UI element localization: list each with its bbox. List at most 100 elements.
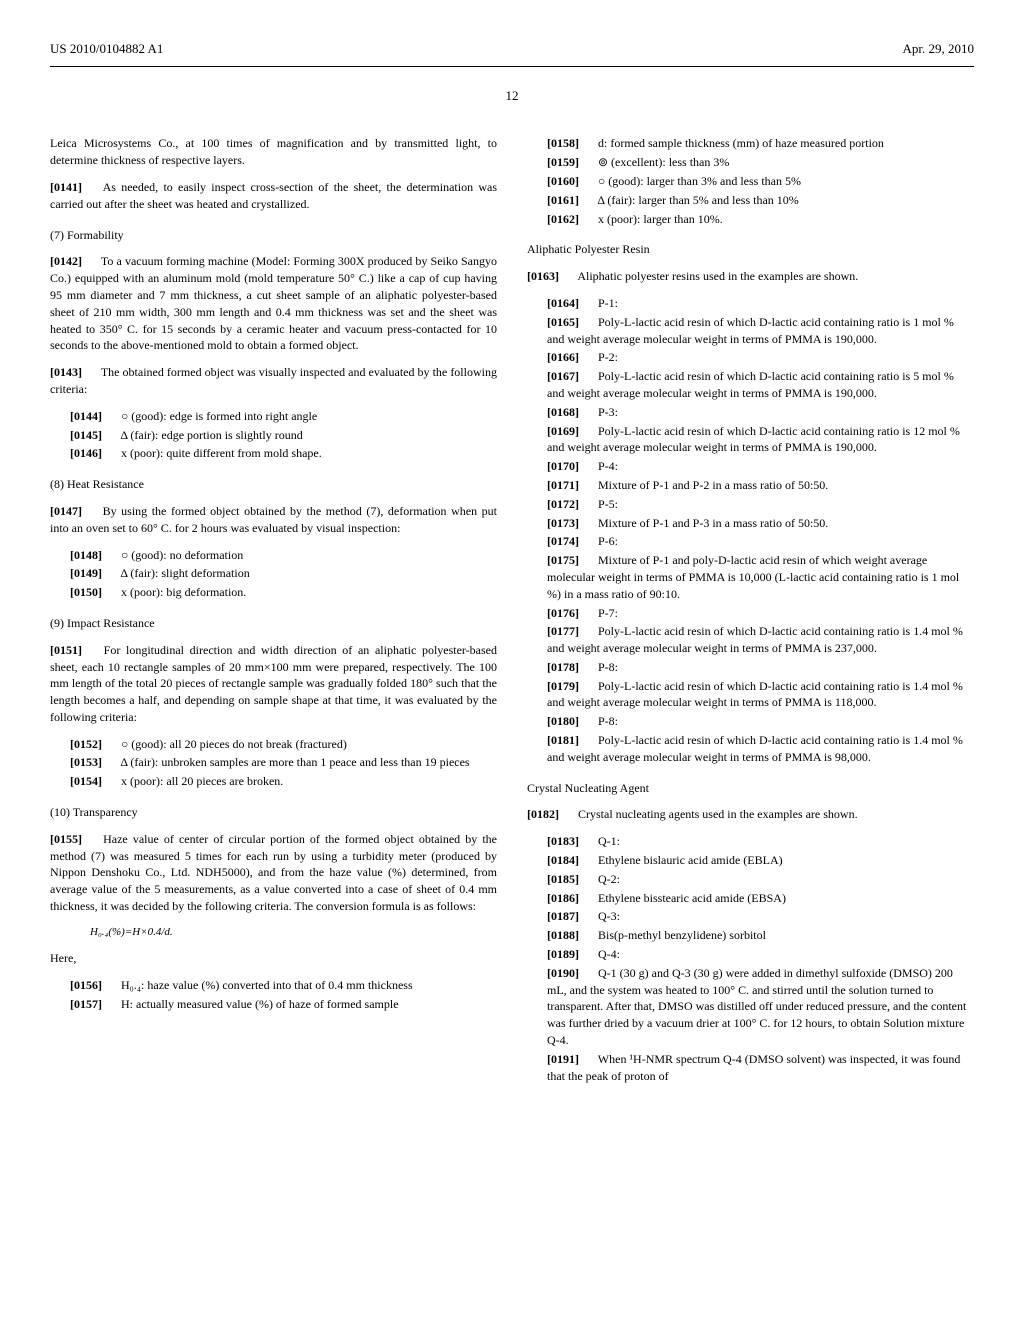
item-0187: [0187] Q-3: <box>527 908 974 925</box>
item-text: P-6: <box>598 534 618 548</box>
para-text: To a vacuum forming machine (Model: Form… <box>50 254 497 352</box>
para-num: [0169] <box>547 423 595 440</box>
para-num: [0181] <box>547 732 595 749</box>
item-text: Mixture of P-1 and poly-D-lactic acid re… <box>547 553 959 601</box>
para-num: [0177] <box>547 623 595 640</box>
body-text: Leica Microsystems Co., at 100 times of … <box>50 135 497 169</box>
para-num: [0163] <box>527 268 575 285</box>
para-num: [0145] <box>70 427 118 444</box>
criteria-0150: [0150] x (poor): big deformation. <box>50 584 497 601</box>
para-text: The obtained formed object was visually … <box>50 365 497 396</box>
item-text: P-8: <box>598 714 618 728</box>
para-num: [0171] <box>547 477 595 494</box>
para-text: By using the formed object obtained by t… <box>50 504 497 535</box>
item-0189: [0189] Q-4: <box>527 946 974 963</box>
criteria-text: x (poor): quite different from mold shap… <box>121 446 322 460</box>
para-num: [0155] <box>50 831 98 848</box>
item-text: P-2: <box>598 350 618 364</box>
item-text: Poly-L-lactic acid resin of which D-lact… <box>547 369 954 400</box>
section-heading-8: (8) Heat Resistance <box>50 476 497 493</box>
item-text: P-3: <box>598 405 618 419</box>
criteria-0148: [0148] ○ (good): no deformation <box>50 547 497 564</box>
para-num: [0141] <box>50 179 98 196</box>
para-num: [0161] <box>547 192 595 209</box>
page-number: 12 <box>50 87 974 105</box>
criteria-0149: [0149] Δ (fair): slight deformation <box>50 565 497 582</box>
item-text: Q-3: <box>598 909 620 923</box>
right-column: [0158] d: formed sample thickness (mm) o… <box>527 135 974 1086</box>
para-text: Aliphatic polyester resins used in the e… <box>577 269 858 283</box>
publication-date: Apr. 29, 2010 <box>903 40 975 58</box>
criteria-text: Δ (fair): larger than 5% and less than 1… <box>597 193 798 207</box>
para-num: [0165] <box>547 314 595 331</box>
item-text: P-4: <box>598 459 618 473</box>
para-num: [0162] <box>547 211 595 228</box>
item-0171: [0171] Mixture of P-1 and P-2 in a mass … <box>527 477 974 494</box>
item-text: Poly-L-lactic acid resin of which D-lact… <box>547 679 963 710</box>
para-num: [0154] <box>70 773 118 790</box>
criteria-text: Δ (fair): edge portion is slightly round <box>120 428 302 442</box>
para-num: [0164] <box>547 295 595 312</box>
para-num: [0142] <box>50 253 98 270</box>
page-header: US 2010/0104882 A1 Apr. 29, 2010 <box>50 40 974 58</box>
two-column-layout: Leica Microsystems Co., at 100 times of … <box>50 135 974 1086</box>
para-num: [0180] <box>547 713 595 730</box>
section-heading-10: (10) Transparency <box>50 804 497 821</box>
paragraph-0151: [0151] For longitudinal direction and wi… <box>50 642 497 726</box>
item-0172: [0172] P-5: <box>527 496 974 513</box>
criteria-text: x (poor): all 20 pieces are broken. <box>121 774 283 788</box>
criteria-0159: [0159] ⊚ (excellent): less than 3% <box>527 154 974 171</box>
item-0183: [0183] Q-1: <box>527 833 974 850</box>
item-text: Poly-L-lactic acid resin of which D-lact… <box>547 315 954 346</box>
paragraph-0142: [0142] To a vacuum forming machine (Mode… <box>50 253 497 354</box>
para-num: [0167] <box>547 368 595 385</box>
para-num: [0147] <box>50 503 98 520</box>
item-text: P-1: <box>598 296 618 310</box>
para-num: [0182] <box>527 806 575 823</box>
item-0190: [0190] Q-1 (30 g) and Q-3 (30 g) were ad… <box>527 965 974 1049</box>
criteria-0152: [0152] ○ (good): all 20 pieces do not br… <box>50 736 497 753</box>
publication-number: US 2010/0104882 A1 <box>50 40 163 58</box>
item-0177: [0177] Poly-L-lactic acid resin of which… <box>527 623 974 657</box>
para-num: [0183] <box>547 833 595 850</box>
para-num: [0190] <box>547 965 595 982</box>
item-0165: [0165] Poly-L-lactic acid resin of which… <box>527 314 974 348</box>
item-0178: [0178] P-8: <box>527 659 974 676</box>
item-text: Q-2: <box>598 872 620 886</box>
item-0170: [0170] P-4: <box>527 458 974 475</box>
item-text: Ethylene bislauric acid amide (EBLA) <box>598 853 783 867</box>
para-num: [0152] <box>70 736 118 753</box>
criteria-text: x (poor): larger than 10%. <box>598 212 723 226</box>
para-num: [0178] <box>547 659 595 676</box>
criteria-text: ○ (good): larger than 3% and less than 5… <box>598 174 801 188</box>
para-num: [0149] <box>70 565 118 582</box>
item-text: P-5: <box>598 497 618 511</box>
paragraph-0143: [0143] The obtained formed object was vi… <box>50 364 497 398</box>
item-text: Ethylene bisstearic acid amide (EBSA) <box>598 891 786 905</box>
item-0176: [0176] P-7: <box>527 605 974 622</box>
item-text: Mixture of P-1 and P-2 in a mass ratio o… <box>598 478 828 492</box>
criteria-0160: [0160] ○ (good): larger than 3% and less… <box>527 173 974 190</box>
section-heading-cna: Crystal Nucleating Agent <box>527 780 974 797</box>
item-0188: [0188] Bis(p-methyl benzylidene) sorbito… <box>527 927 974 944</box>
item-text: Mixture of P-1 and P-3 in a mass ratio o… <box>598 516 828 530</box>
item-text: Poly-L-lactic acid resin of which D-lact… <box>547 624 963 655</box>
item-0169: [0169] Poly-L-lactic acid resin of which… <box>527 423 974 457</box>
item-0191: [0191] When ¹H-NMR spectrum Q-4 (DMSO so… <box>527 1051 974 1085</box>
para-num: [0170] <box>547 458 595 475</box>
item-text: Q-1: <box>598 834 620 848</box>
para-num: [0156] <box>70 977 118 994</box>
criteria-0154: [0154] x (poor): all 20 pieces are broke… <box>50 773 497 790</box>
conversion-formula: H₀.₄(%)=H×0.4/d. <box>50 925 497 940</box>
para-num: [0186] <box>547 890 595 907</box>
item-text: When ¹H-NMR spectrum Q-4 (DMSO solvent) … <box>547 1052 960 1083</box>
item-0167: [0167] Poly-L-lactic acid resin of which… <box>527 368 974 402</box>
item-text: Poly-L-lactic acid resin of which D-lact… <box>547 424 960 455</box>
para-num: [0189] <box>547 946 595 963</box>
item-0164: [0164] P-1: <box>527 295 974 312</box>
section-heading-apr: Aliphatic Polyester Resin <box>527 241 974 258</box>
paragraph-0155: [0155] Haze value of center of circular … <box>50 831 497 915</box>
para-num: [0185] <box>547 871 595 888</box>
para-num: [0191] <box>547 1051 595 1068</box>
item-0185: [0185] Q-2: <box>527 871 974 888</box>
